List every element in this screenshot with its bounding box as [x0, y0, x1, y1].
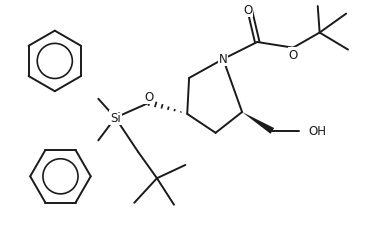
Polygon shape — [242, 112, 274, 134]
Text: O: O — [243, 4, 253, 16]
Text: OH: OH — [308, 125, 326, 138]
Text: N: N — [219, 53, 228, 65]
Text: O: O — [288, 49, 298, 62]
Text: O: O — [145, 91, 154, 104]
Text: Si: Si — [110, 112, 121, 125]
